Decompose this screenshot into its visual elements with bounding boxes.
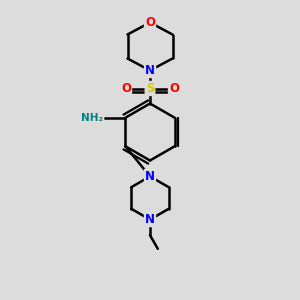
Text: S: S <box>146 82 154 95</box>
Text: NH₂: NH₂ <box>81 113 103 123</box>
Text: N: N <box>145 64 155 77</box>
Text: O: O <box>145 16 155 29</box>
Text: N: N <box>145 213 155 226</box>
Text: O: O <box>169 82 179 95</box>
Text: O: O <box>121 82 131 95</box>
Text: N: N <box>145 170 155 183</box>
